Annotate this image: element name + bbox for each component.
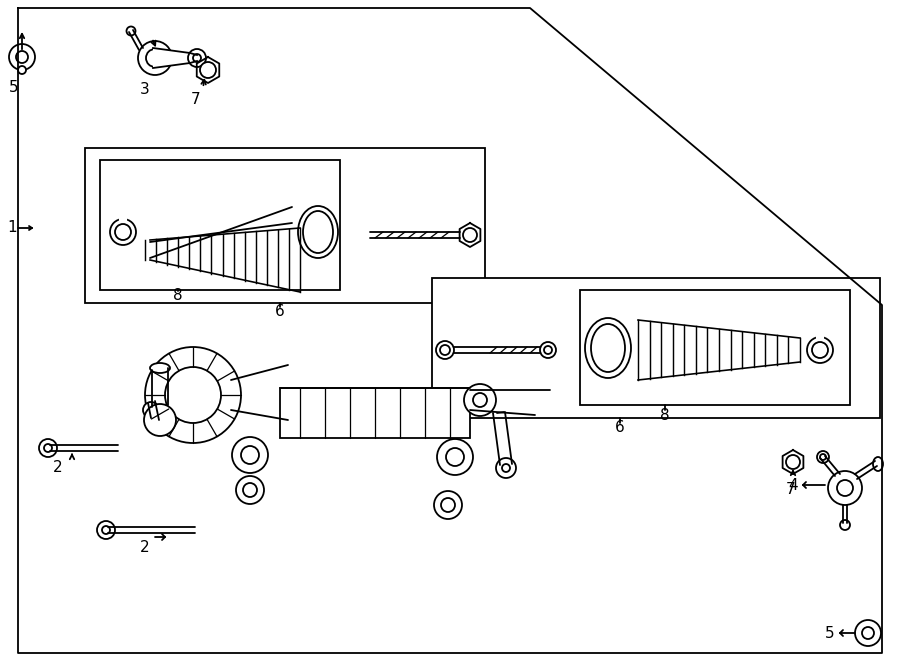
Ellipse shape <box>591 324 625 372</box>
Text: 3: 3 <box>140 83 150 98</box>
Circle shape <box>862 627 874 639</box>
Circle shape <box>820 454 826 460</box>
Circle shape <box>102 526 110 534</box>
Ellipse shape <box>303 211 333 253</box>
Circle shape <box>812 342 828 358</box>
Circle shape <box>44 444 52 452</box>
Circle shape <box>115 224 131 240</box>
Circle shape <box>786 455 800 469</box>
Text: 1: 1 <box>7 221 17 235</box>
Text: 5: 5 <box>825 625 835 641</box>
Circle shape <box>473 393 487 407</box>
Circle shape <box>236 476 264 504</box>
Circle shape <box>446 448 464 466</box>
Circle shape <box>817 451 829 463</box>
Circle shape <box>138 41 172 75</box>
Text: 2: 2 <box>53 461 63 475</box>
Circle shape <box>464 384 496 416</box>
Text: 2: 2 <box>140 539 149 555</box>
Ellipse shape <box>150 363 170 373</box>
Text: 4: 4 <box>788 477 797 492</box>
Circle shape <box>18 66 26 74</box>
Ellipse shape <box>585 318 631 378</box>
Circle shape <box>16 51 28 63</box>
Circle shape <box>146 49 164 67</box>
Circle shape <box>436 341 454 359</box>
Bar <box>580 290 850 405</box>
Circle shape <box>110 219 136 245</box>
Circle shape <box>540 342 556 358</box>
Circle shape <box>188 49 206 67</box>
Circle shape <box>855 620 881 646</box>
Bar <box>280 388 470 438</box>
Circle shape <box>145 347 241 443</box>
Bar <box>85 148 485 303</box>
Circle shape <box>440 345 450 355</box>
Circle shape <box>39 439 57 457</box>
Text: 7: 7 <box>787 483 796 498</box>
Circle shape <box>144 404 176 436</box>
Circle shape <box>232 437 268 473</box>
Text: 8: 8 <box>173 288 183 303</box>
Text: 5: 5 <box>9 81 19 95</box>
Circle shape <box>837 480 853 496</box>
Circle shape <box>437 439 473 475</box>
Circle shape <box>441 498 455 512</box>
Circle shape <box>165 367 221 423</box>
Bar <box>432 278 880 418</box>
Text: 8: 8 <box>661 407 670 422</box>
Circle shape <box>807 337 833 363</box>
Text: 6: 6 <box>275 305 285 319</box>
Polygon shape <box>153 48 197 68</box>
Circle shape <box>463 228 477 242</box>
Circle shape <box>828 471 862 505</box>
Bar <box>100 160 340 290</box>
Text: 6: 6 <box>615 420 625 436</box>
Circle shape <box>840 520 850 530</box>
Text: 7: 7 <box>191 93 201 108</box>
Circle shape <box>143 402 159 418</box>
Circle shape <box>243 483 257 497</box>
Circle shape <box>544 346 552 354</box>
Ellipse shape <box>298 206 338 258</box>
Circle shape <box>434 491 462 519</box>
Circle shape <box>97 521 115 539</box>
Circle shape <box>502 464 510 472</box>
Circle shape <box>127 26 136 36</box>
Circle shape <box>9 44 35 70</box>
Circle shape <box>200 62 216 78</box>
Circle shape <box>496 458 516 478</box>
Circle shape <box>193 54 201 62</box>
Ellipse shape <box>873 457 883 471</box>
Circle shape <box>241 446 259 464</box>
